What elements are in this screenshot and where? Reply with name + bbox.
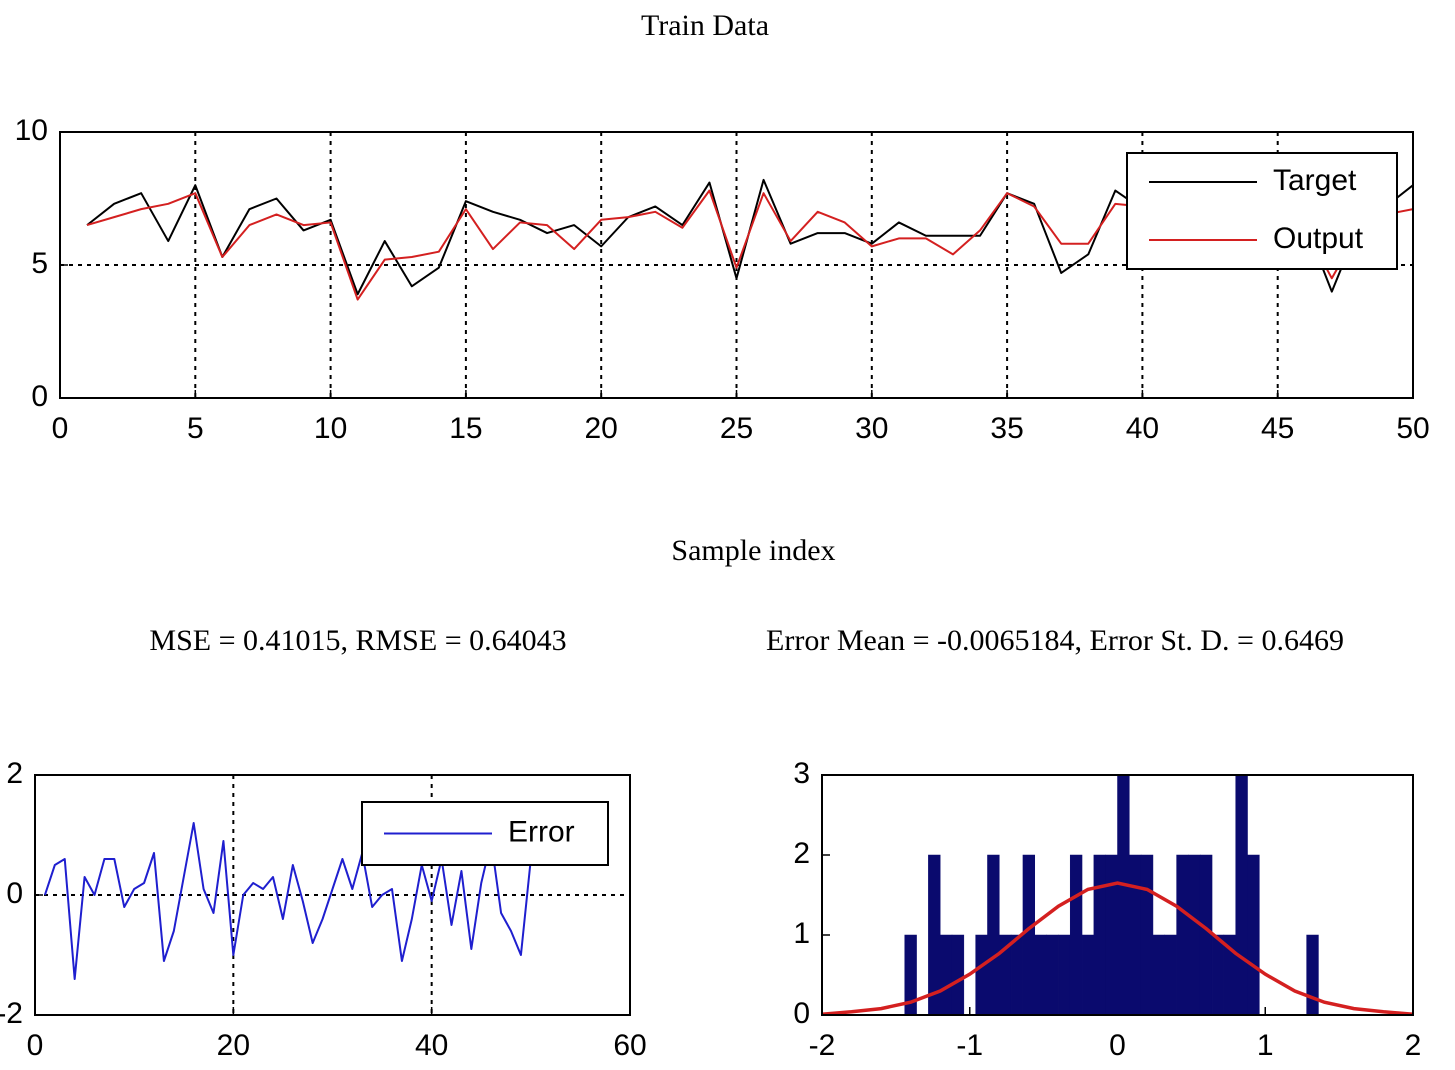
y-tick-label: 5 xyxy=(31,247,48,280)
y-tick-label: 0 xyxy=(31,380,48,413)
x-tick-label: 45 xyxy=(1261,412,1294,445)
x-tick-label: 5 xyxy=(187,412,204,445)
histogram-bar xyxy=(1247,854,1260,1016)
histogram-bar xyxy=(1129,854,1142,1016)
x-tick-label: 40 xyxy=(415,1029,448,1062)
histogram-bar xyxy=(1010,934,1024,1016)
histogram-bar xyxy=(951,934,965,1016)
y-tick-label: 2 xyxy=(6,757,23,790)
histogram-bar xyxy=(1199,854,1213,1016)
y-tick-label: 1 xyxy=(793,917,810,950)
y-tick-label: 0 xyxy=(6,877,23,910)
axes-frame xyxy=(821,774,1414,1016)
legend-label: Output xyxy=(1273,222,1364,255)
histogram-bar xyxy=(1022,854,1036,1016)
x-tick-label: -2 xyxy=(809,1029,836,1062)
x-tick-label: 0 xyxy=(52,412,69,445)
histogram-bar xyxy=(1176,854,1189,1016)
histogram-bar xyxy=(939,934,953,1016)
y-tick-label: 2 xyxy=(793,837,810,870)
y-tick-label: 0 xyxy=(793,997,810,1030)
histogram-bar xyxy=(1046,934,1059,1016)
histogram-bar xyxy=(1306,934,1319,1016)
x-tick-label: 0 xyxy=(1109,1029,1126,1062)
fit-curve xyxy=(821,881,1414,1016)
x-tick-label: 2 xyxy=(1405,1029,1422,1062)
histogram-bar xyxy=(975,934,988,1016)
histogram-bar xyxy=(1069,854,1083,1016)
x-tick-label: 30 xyxy=(855,412,888,445)
histogram-bar xyxy=(1093,854,1106,1016)
histogram-bar xyxy=(1117,774,1130,1016)
histogram-bar xyxy=(1235,774,1248,1016)
histogram-bar xyxy=(1164,934,1177,1016)
histogram-bar xyxy=(1081,934,1095,1016)
axes-frame xyxy=(34,774,631,1016)
x-tick-label: 20 xyxy=(217,1029,250,1062)
y-tick-label: -2 xyxy=(0,997,23,1030)
x-tick-label: 20 xyxy=(585,412,618,445)
x-tick-label: 25 xyxy=(720,412,753,445)
x-tick-label: 0 xyxy=(27,1029,44,1062)
x-tick-label: 35 xyxy=(990,412,1023,445)
axes-frame xyxy=(59,131,1414,399)
x-tick-label: -1 xyxy=(956,1029,983,1062)
histogram-bar xyxy=(1188,854,1201,1016)
legend-label: Target xyxy=(1273,164,1357,197)
axes: MSE = 0.41015, RMSE = 0.640430204060-202… xyxy=(0,624,647,1062)
histogram-bar xyxy=(1034,934,1047,1016)
histogram-bar xyxy=(1140,854,1154,1016)
axes: Error Mean = -0.0065184, Error St. D. = … xyxy=(766,624,1421,1062)
x-tick-label: 1 xyxy=(1257,1029,1274,1062)
x-axis-label: Sample index xyxy=(671,534,835,567)
chart-title: Error Mean = -0.0065184, Error St. D. = … xyxy=(766,624,1344,657)
x-tick-label: 15 xyxy=(449,412,482,445)
x-tick-label: 60 xyxy=(613,1029,646,1062)
x-tick-label: 40 xyxy=(1126,412,1159,445)
axes: Train Data Sample index 0 5 10 15 20 25 30 35 40 45… xyxy=(15,9,1430,567)
chart-title: MSE = 0.41015, RMSE = 0.64043 xyxy=(149,624,566,657)
y-tick-label: 10 xyxy=(15,114,48,147)
legend-box xyxy=(1126,152,1398,270)
series-line xyxy=(43,822,532,980)
legend-label: Error xyxy=(508,815,575,848)
histogram-bar xyxy=(1211,934,1225,1016)
histogram-bar xyxy=(1058,934,1071,1016)
x-tick-label: 10 xyxy=(314,412,347,445)
y-tick-label: 3 xyxy=(793,757,810,790)
histogram-bar xyxy=(987,854,1000,1016)
histogram-bar xyxy=(1152,934,1166,1016)
chart-title: Train Data xyxy=(641,9,769,42)
histogram-bar xyxy=(1105,854,1118,1016)
x-tick-label: 50 xyxy=(1396,412,1429,445)
